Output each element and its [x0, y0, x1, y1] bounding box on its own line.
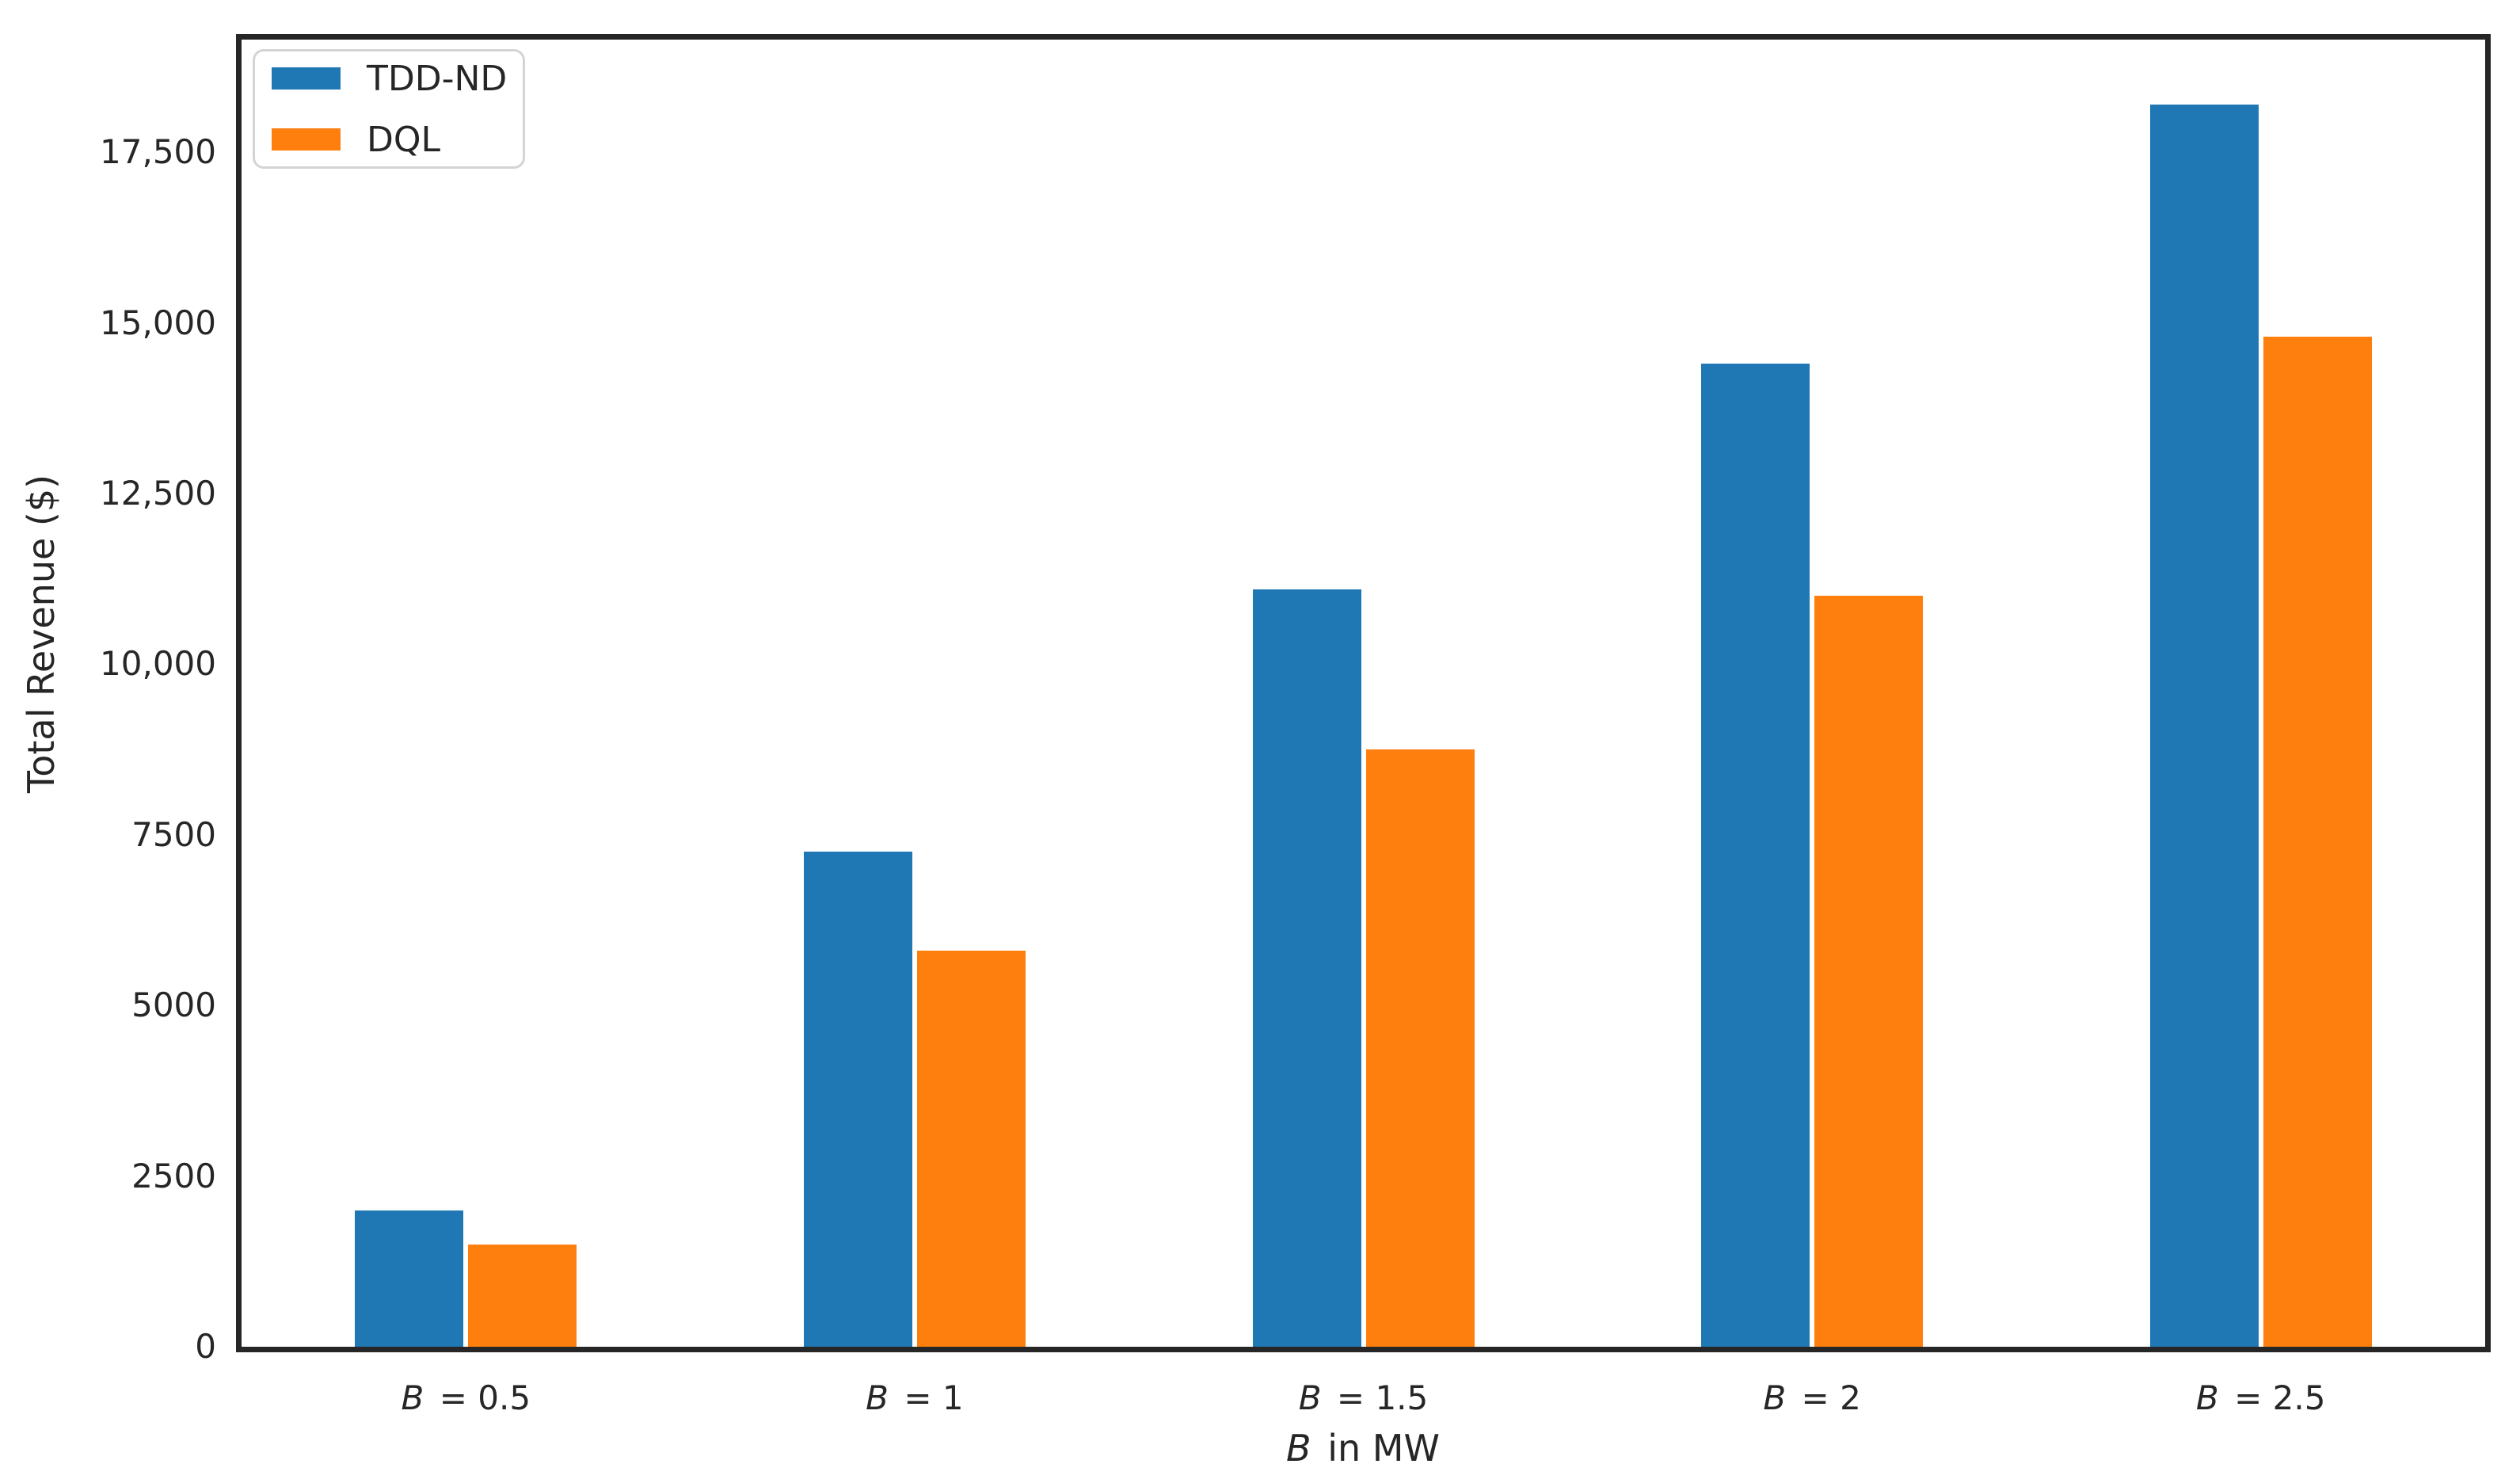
bar-tdd-nd-3 — [1252, 589, 1361, 1347]
y-tick-label-15,000: 15,000 — [100, 303, 216, 342]
x-axis-label: B in MW — [1286, 1424, 1440, 1472]
x-tick-label-5: B = 2.5 — [2195, 1378, 2326, 1417]
x-tick-label-2: B = 1 — [866, 1378, 964, 1417]
bar-dql-1 — [468, 1244, 577, 1347]
x-tick-variable: B — [1298, 1378, 1322, 1417]
y-tick-label-7500: 7500 — [131, 814, 216, 854]
x-axis-label-variable: B — [1286, 1427, 1311, 1470]
y-axis-label: Total Revenue ($) — [20, 474, 63, 794]
x-tick-label-3: B = 1.5 — [1298, 1378, 1429, 1417]
bar-dql-3 — [1365, 749, 1475, 1347]
legend-entry-tdd-nd: TDD-ND — [272, 59, 523, 99]
legend: TDD-ND DQL — [253, 49, 525, 169]
bar-dql-4 — [1814, 596, 1924, 1347]
x-tick-variable: B — [2195, 1378, 2219, 1417]
bar-tdd-nd-4 — [1701, 364, 1810, 1347]
legend-entry-dql: DQL — [272, 120, 523, 160]
legend-swatch-tdd-nd — [272, 67, 341, 90]
x-tick-variable: B — [866, 1378, 889, 1417]
x-tick-label-4: B = 2 — [1763, 1378, 1861, 1417]
legend-swatch-dql — [272, 128, 341, 151]
y-tick-label-2500: 2500 — [131, 1156, 216, 1195]
x-tick-variable: B — [1763, 1378, 1787, 1417]
legend-label-dql: DQL — [367, 119, 441, 160]
bar-dql-5 — [2263, 336, 2372, 1347]
y-tick-label-0: 0 — [195, 1327, 216, 1366]
bar-tdd-nd-1 — [355, 1210, 464, 1347]
bar-dql-2 — [916, 951, 1026, 1347]
y-tick-label-10,000: 10,000 — [100, 644, 216, 684]
y-tick-label-17,500: 17,500 — [100, 132, 216, 172]
y-tick-label-12,500: 12,500 — [100, 473, 216, 513]
bar-tdd-nd-2 — [803, 852, 912, 1347]
x-tick-variable: B — [401, 1378, 424, 1417]
x-tick-label-1: B = 0.5 — [401, 1378, 531, 1417]
x-axis-label-rest: in MW — [1315, 1427, 1440, 1470]
y-tick-label-5000: 5000 — [131, 985, 216, 1025]
plot-area — [236, 34, 2491, 1352]
legend-label-tdd-nd: TDD-ND — [367, 58, 508, 99]
bar-tdd-nd-5 — [2149, 104, 2259, 1347]
